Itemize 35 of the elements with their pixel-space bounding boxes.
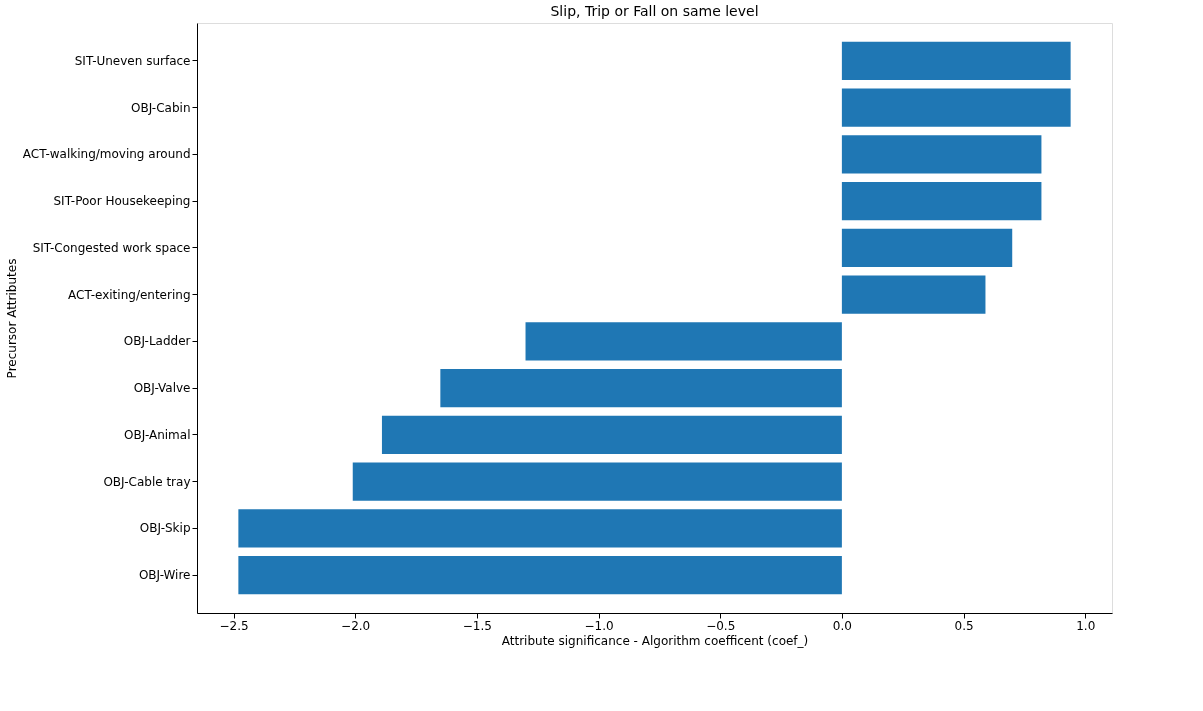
bar — [841, 88, 1071, 127]
bar — [440, 368, 842, 408]
bar — [352, 462, 842, 501]
bar — [525, 322, 842, 361]
y-tick-label: OBJ-Ladder — [123, 334, 191, 349]
y-tick-label: OBJ-Cable tray — [103, 474, 191, 489]
x-tick-label: −2.5 — [219, 618, 249, 633]
y-tick-label: SIT-Congested work space — [32, 240, 191, 255]
x-tick-label: 0.0 — [832, 618, 852, 633]
y-tick-label: OBJ-Valve — [133, 381, 191, 396]
x-tick-label: 0.5 — [954, 618, 974, 633]
y-tick-label: SIT-Poor Housekeeping — [53, 194, 191, 209]
x-tick-label: −1.0 — [584, 618, 614, 633]
x-axis-title: Attribute significance - Algorithm coefficent (coef_) — [501, 633, 809, 648]
y-tick-label: SIT-Uneven surface — [74, 53, 191, 68]
bar — [841, 135, 1042, 174]
x-tick-label: 1.0 — [1076, 618, 1096, 633]
bar — [841, 181, 1042, 221]
x-tick-label: −2.0 — [341, 618, 371, 633]
x-tick-label: −1.5 — [462, 618, 492, 633]
y-axis-title: Precursor Attributes — [4, 258, 19, 379]
y-tick-label: ACT-walking/moving around — [22, 147, 191, 162]
bar — [238, 509, 842, 548]
bar — [238, 555, 842, 595]
x-tick-label: −0.5 — [706, 618, 736, 633]
bar — [841, 275, 986, 314]
bar — [841, 228, 1013, 268]
y-tick-label: ACT-exiting/entering — [68, 287, 191, 302]
y-tick-label: OBJ-Skip — [139, 521, 191, 536]
chart-title: Slip, Trip or Fall on same level — [550, 3, 759, 19]
bar — [381, 415, 842, 455]
y-tick-label: OBJ-Animal — [124, 427, 191, 442]
y-tick-label: OBJ-Cabin — [131, 100, 191, 115]
bar — [841, 41, 1071, 81]
y-tick-label: OBJ-Wire — [138, 568, 191, 583]
